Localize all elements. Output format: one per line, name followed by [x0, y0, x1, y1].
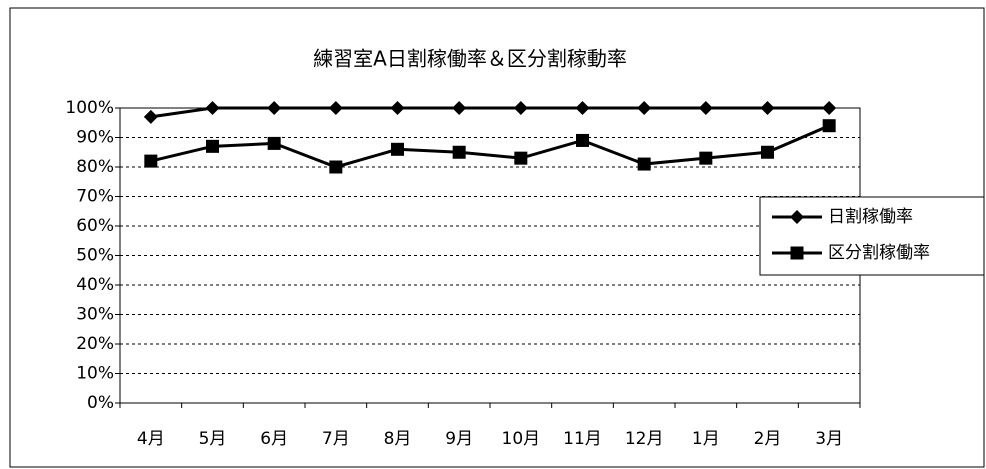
legend-box: [759, 196, 985, 276]
data-point: [575, 101, 590, 115]
x-tick-label: 12月: [625, 429, 664, 449]
data-point: [205, 101, 220, 115]
y-tick-label: 70%: [76, 187, 114, 207]
plot-area: [120, 108, 860, 403]
data-point: [576, 133, 589, 147]
data-point: [328, 101, 343, 115]
data-point: [267, 136, 281, 150]
legend-label: 区分割稼働率: [828, 243, 930, 263]
x-tick-label: 6月: [260, 429, 288, 449]
data-point: [760, 101, 775, 115]
y-tick-label: 20%: [76, 334, 114, 354]
x-tick-label: 9月: [445, 429, 473, 449]
data-point: [143, 109, 158, 124]
y-tick-label: 80%: [76, 157, 114, 177]
data-point: [206, 139, 219, 153]
x-tick-label: 3月: [815, 429, 843, 449]
data-point: [514, 151, 528, 165]
series-line: [150, 106, 830, 119]
y-tick-label: 60%: [76, 216, 114, 236]
legend-marker: [790, 210, 804, 224]
x-tick-label: 5月: [199, 429, 227, 449]
data-point: [822, 119, 836, 133]
data-point: [144, 154, 158, 168]
x-tick-label: 8月: [384, 429, 412, 449]
data-point: [452, 145, 466, 159]
y-tick-label: 50%: [76, 246, 114, 266]
data-point: [329, 160, 343, 174]
x-tick-label: 11月: [563, 429, 602, 449]
legend-label: 日割稼働率: [828, 207, 913, 227]
y-tick-label: 40%: [76, 275, 114, 295]
data-point: [637, 101, 652, 115]
data-point: [699, 151, 713, 165]
y-tick-label: 10%: [76, 364, 114, 384]
data-point: [637, 157, 651, 171]
data-point: [391, 142, 404, 156]
data-point: [761, 145, 774, 159]
series-line: [150, 124, 830, 169]
legend-marker: [790, 246, 804, 260]
x-tick-label: 2月: [754, 429, 782, 449]
x-tick-label: 7月: [322, 429, 350, 449]
x-tick-label: 4月: [137, 429, 165, 449]
x-tick-label: 1月: [692, 429, 720, 449]
y-tick-label: 90%: [76, 128, 114, 148]
data-point: [698, 101, 713, 115]
x-tick-label: 10月: [502, 429, 541, 449]
y-tick-label: 100%: [65, 98, 114, 118]
data-point: [267, 101, 282, 115]
y-tick-label: 0%: [87, 393, 114, 413]
data-point: [513, 101, 528, 115]
data-point: [390, 101, 405, 115]
data-point: [452, 101, 467, 115]
y-tick-label: 30%: [76, 305, 114, 325]
chart-title: 練習室A日割稼働率＆区分割稼動率: [313, 47, 627, 71]
data-point: [822, 101, 837, 115]
